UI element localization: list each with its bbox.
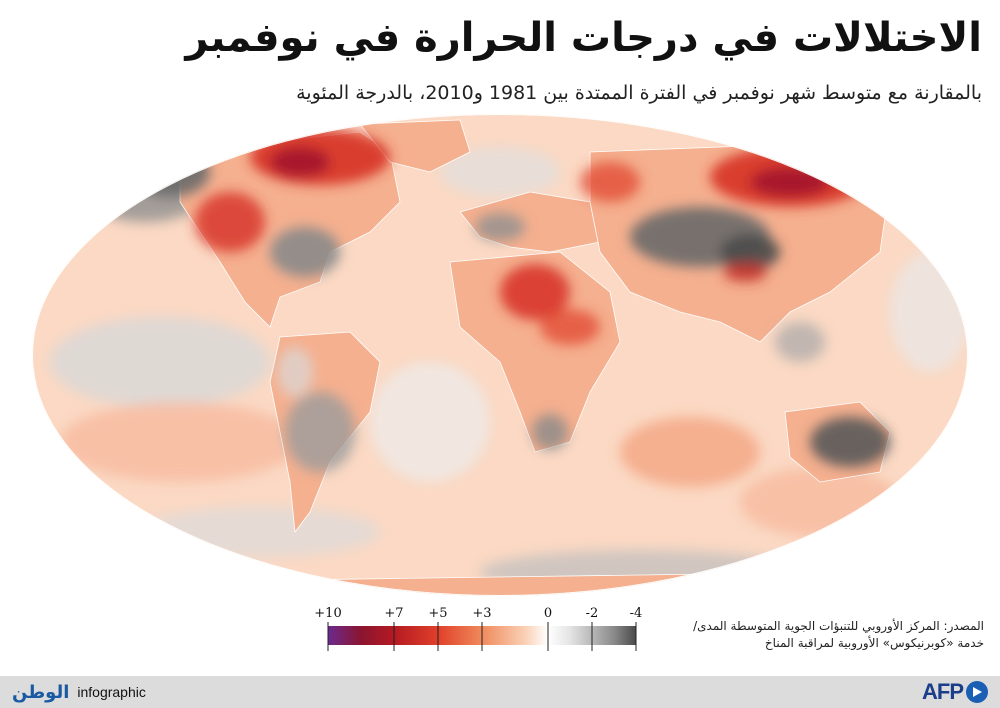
color-legend: +10 +7 +5 +3 0 -2 -4 xyxy=(300,603,660,655)
page-subtitle: بالمقارنة مع متوسط شهر نوفمبر في الفترة … xyxy=(296,82,982,104)
source-note: المصدر: المركز الأوروبي للتنبؤات الجوية … xyxy=(654,618,984,652)
world-anomaly-map xyxy=(30,112,970,598)
source-line-1: المصدر: المركز الأوروبي للتنبؤات الجوية … xyxy=(693,619,984,633)
legend-tick-label: -4 xyxy=(630,606,643,621)
legend-tick-label: +10 xyxy=(314,606,341,621)
legend-tick-label: +5 xyxy=(428,606,447,621)
africa xyxy=(449,251,621,453)
legend-tick-label: +7 xyxy=(384,606,403,621)
footer-bar: الوطن infographic AFP xyxy=(0,676,1000,708)
publisher-logo: الوطن xyxy=(12,681,70,703)
infographic-label: infographic xyxy=(77,684,146,700)
legend-tick-label: 0 xyxy=(544,606,552,621)
agency-play-icon xyxy=(966,681,988,703)
legend-tick-label: -2 xyxy=(586,606,599,621)
source-line-2: خدمة «كوبرنيكوس» الأوروبية لمراقبة المنا… xyxy=(764,636,984,650)
agency-name: AFP xyxy=(922,679,964,704)
publisher-brand: الوطن infographic xyxy=(12,680,146,704)
anomaly-overlay xyxy=(130,129,890,472)
page-title: الاختلالات في درجات الحرارة في نوفمبر xyxy=(185,15,982,61)
legend-tick-label: +3 xyxy=(472,606,491,621)
agency-logo: AFP xyxy=(922,679,988,705)
